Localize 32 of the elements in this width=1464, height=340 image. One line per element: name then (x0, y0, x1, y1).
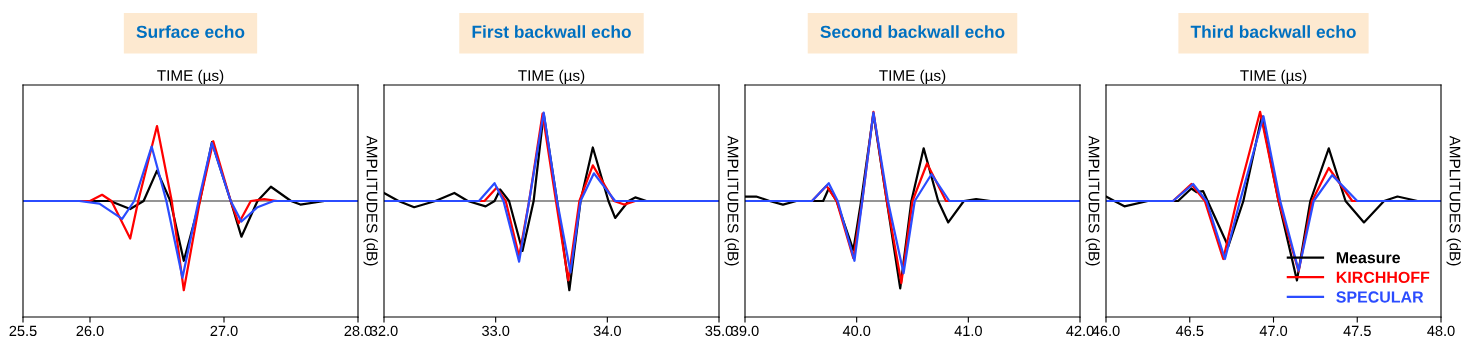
y-axis-title: AMPLITUDES (dB) (363, 135, 378, 266)
x-tick-label: 46.5 (1175, 325, 1204, 337)
legend-label: SPECULAR (1336, 291, 1424, 303)
y-axis-title: AMPLITUDES (dB) (1085, 135, 1100, 266)
legend-label: KIRCHHOFF (1336, 271, 1430, 283)
x-axis-title: TIME (µs) (879, 69, 946, 84)
chart-title: Third backwall echo (1190, 25, 1356, 38)
x-tick-label: 39.0 (731, 325, 759, 337)
x-tick-label: 28.0 (344, 325, 372, 337)
x-tick-label: 33.0 (482, 325, 510, 337)
chart-title: First backwall echo (472, 25, 631, 38)
x-tick-label: 34.0 (593, 325, 621, 337)
x-axis-title: TIME (µs) (1240, 69, 1307, 84)
x-tick-label: 42.0 (1066, 325, 1094, 337)
x-tick-label: 35.0 (705, 325, 733, 337)
legend-label: Measure (1336, 252, 1401, 264)
y-axis-title: AMPLITUDES (dB) (724, 135, 739, 266)
x-tick-label: 32.0 (370, 325, 398, 337)
x-tick-label: 40.0 (842, 325, 871, 337)
chart-title: Second backwall echo (820, 25, 1005, 38)
x-tick-label: 25.5 (9, 325, 37, 337)
x-axis-title: TIME (µs) (157, 69, 224, 84)
x-tick-label: 47.5 (1343, 325, 1371, 337)
x-tick-label: 27.0 (210, 325, 238, 337)
x-axis-title: TIME (µs) (518, 69, 585, 84)
chart-title: Surface echo (136, 25, 245, 38)
y-axis-title: AMPLITUDES (dB) (1446, 135, 1461, 266)
x-tick-label: 48.0 (1427, 325, 1455, 337)
x-tick-label: 46.0 (1092, 325, 1120, 337)
x-tick-label: 47.0 (1259, 325, 1288, 337)
x-tick-label: 41.0 (954, 325, 982, 337)
x-tick-label: 26.0 (76, 325, 104, 337)
